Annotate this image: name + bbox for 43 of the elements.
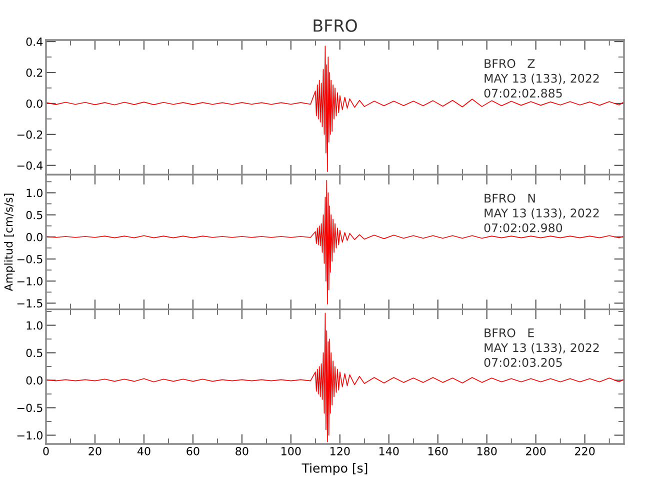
y-tick-label: −0.5	[17, 254, 42, 264]
y-tick-label: −0.5	[17, 404, 42, 412]
x-tick-label: 120	[330, 446, 350, 456]
y-tick-label: 0.2	[26, 68, 42, 77]
x-tick-label: 180	[477, 446, 497, 456]
line-series	[46, 46, 624, 172]
x-tick-label: 220	[575, 446, 595, 456]
annotation: MAY 13 (133), 2022	[484, 208, 599, 219]
x-tick-label: 40	[137, 446, 150, 456]
y-tick-label: 0.0	[26, 376, 42, 385]
y-tick-label: −0.4	[17, 161, 43, 170]
annotation: BFRO E	[484, 328, 534, 338]
y-tick-label: 1.0	[26, 321, 42, 330]
annotation: BFRO N	[484, 194, 535, 203]
x-axis-title: Tiempo [s]	[302, 463, 368, 476]
y-tick-label: −1.5	[17, 299, 42, 308]
x-tick-label: 100	[282, 446, 301, 456]
annotation: MAY 13 (133), 2022	[484, 74, 599, 84]
x-tick-label: 200	[526, 446, 546, 456]
y-tick-label: 0.0	[26, 232, 42, 242]
x-tick-label: 60	[186, 446, 200, 456]
annotation: 07:02:02.885	[484, 88, 562, 98]
y-tick-label: 0.4	[26, 38, 43, 46]
y-tick-label: −1.0	[17, 277, 42, 286]
x-tick-label: 140	[380, 446, 399, 456]
annotation: BFRO Z	[484, 59, 535, 68]
y-tick-label: 0.5	[26, 348, 42, 358]
x-tick-label: 80	[236, 446, 248, 456]
y-axis-title: Amplitud [cm/s/s]	[4, 194, 15, 292]
x-tick-label: 20	[88, 446, 102, 456]
line-series	[46, 312, 624, 442]
annotation: 07:02:03.205	[484, 358, 562, 367]
y-tick-label: −1.0	[17, 431, 42, 440]
line-series	[46, 180, 624, 304]
annotation: MAY 13 (133), 2022	[484, 343, 599, 354]
y-tick-label: 0.0	[26, 99, 42, 108]
x-tick-label: 0	[43, 446, 49, 456]
x-tick-label: 160	[428, 446, 448, 456]
chart-title: BFRO	[314, 19, 357, 32]
y-tick-label: 1.0	[26, 188, 42, 198]
y-tick-label: 0.5	[26, 210, 42, 220]
y-tick-label: −0.2	[17, 130, 42, 139]
annotation: 07:02:02.980	[484, 223, 562, 232]
